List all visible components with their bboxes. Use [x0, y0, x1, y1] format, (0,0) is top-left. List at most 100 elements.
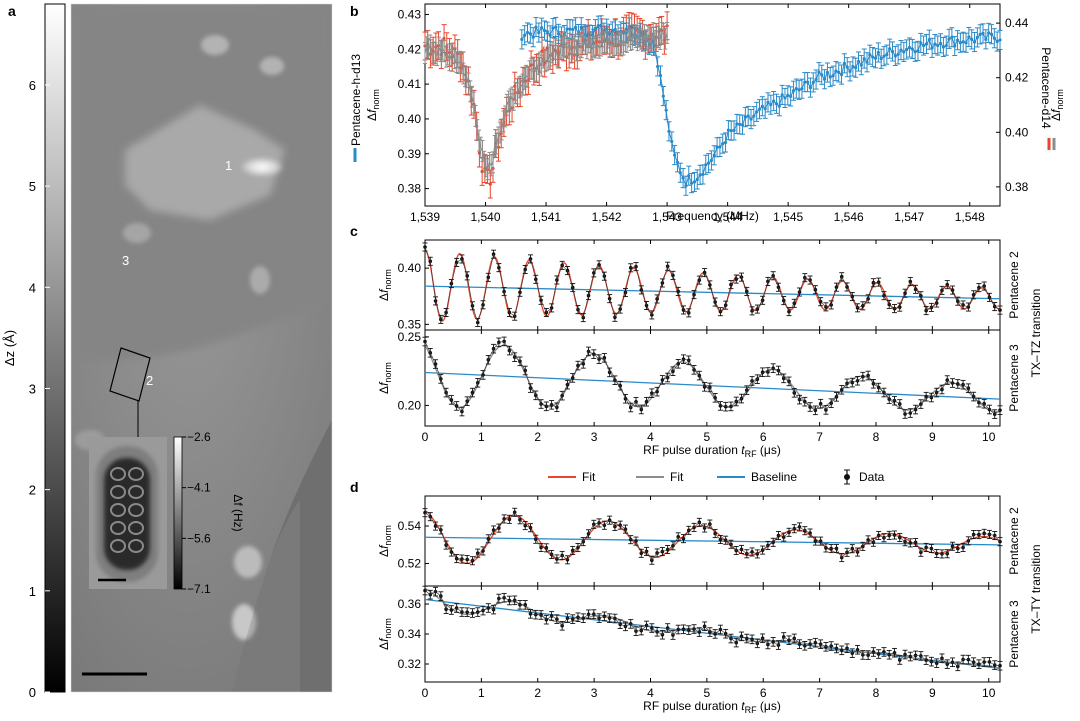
- x-tick-label: 2: [534, 430, 541, 444]
- inset-colorbar-ticks: −2.6 −4.1 −5.6 −7.1: [182, 430, 211, 596]
- height-colorbar-label: Δz (Å): [2, 330, 17, 366]
- ring-right: [128, 503, 144, 517]
- inset-colorbar: [173, 436, 183, 590]
- transition-label: TX–TY transition: [1029, 544, 1043, 633]
- marker-1: 1: [225, 158, 232, 173]
- x-tick-label: 1,540: [471, 210, 501, 224]
- y-tick-label: 0.40: [398, 261, 422, 275]
- x-tick-label: 3: [591, 686, 598, 700]
- y-axis-label: Δfnorm: [377, 269, 393, 301]
- y-tick-label: 0.35: [398, 317, 422, 331]
- subplot-series: [422, 336, 1003, 419]
- ring-left: [110, 521, 126, 535]
- x-tick-label: 6: [760, 686, 767, 700]
- ring-left: [110, 503, 126, 517]
- y-tick-label: 0.42: [398, 42, 422, 56]
- x-tick-label: 8: [873, 430, 880, 444]
- baseline-line: [424, 598, 1001, 669]
- molecule-rings: [110, 467, 144, 553]
- data-line: [424, 341, 1001, 415]
- data-line: [424, 590, 1001, 667]
- colorbar-tick-label: 2: [29, 483, 36, 498]
- inset-colorbar-tick-label: −5.6: [187, 531, 211, 545]
- subplot-name: Pentacene 3: [1007, 600, 1021, 668]
- marker-2: 2: [146, 373, 153, 388]
- subplot-frame: [424, 329, 1001, 427]
- subplot-name: Pentacene 2: [1007, 251, 1021, 319]
- colorbar-tick-label: 6: [29, 78, 36, 93]
- colorbar-tick-label: 1: [29, 584, 36, 599]
- x-tick-label: 0: [422, 686, 429, 700]
- y-tick-label-right: 0.44: [1005, 16, 1029, 30]
- y-tick-label-right: 0.38: [1005, 180, 1029, 194]
- marker-3: 3: [122, 253, 129, 268]
- y-tick-label: 0.40: [398, 112, 422, 126]
- data-line: [424, 511, 1001, 562]
- y-axis-label-right-text: Δfnorm: [1049, 89, 1065, 121]
- y-tick-label: 0.25: [398, 330, 422, 344]
- colorbar-tick-label: 0: [29, 685, 36, 700]
- afm-inset: −2.6 −4.1 −5.6 −7.1 Δf (Hz): [89, 430, 245, 596]
- data-point: [442, 36, 446, 41]
- x-tick-label: 1,546: [834, 210, 864, 224]
- y-axis-label: Δfnorm: [377, 362, 393, 394]
- x-tick-label: 2: [534, 686, 541, 700]
- x-tick-label: 7: [816, 686, 823, 700]
- colorbar-tick-label: 5: [29, 179, 36, 194]
- panel-letter-b: b: [350, 3, 359, 19]
- x-tick-label: 1,547: [894, 210, 924, 224]
- ring-left: [110, 467, 126, 481]
- ring-left: [110, 539, 126, 553]
- y-axis-label-right: Δfnorm: [1049, 89, 1065, 121]
- x-axis-label: Frequency (MHz): [666, 209, 759, 223]
- inset-colorbar-tick-label: −4.1: [187, 481, 211, 495]
- x-tick-label: 4: [647, 430, 654, 444]
- ring-right: [128, 467, 144, 481]
- x-tick-label: 5: [704, 430, 711, 444]
- data-point: [998, 663, 1002, 668]
- y-tick-label: 0.34: [398, 627, 422, 641]
- x-tick-label: 3: [591, 430, 598, 444]
- x-tick-label: 10: [982, 430, 996, 444]
- x-tick-label: 1,544: [713, 210, 743, 224]
- x-tick-label: 1,542: [592, 210, 622, 224]
- legend-swatch-dot: [844, 474, 850, 480]
- y-axis-label-left: Δfnorm: [365, 89, 381, 121]
- x-tick-label: 7: [816, 430, 823, 444]
- side-label-right: Pentacene-d14: [1039, 47, 1053, 129]
- x-tick-label: 1,541: [531, 210, 561, 224]
- x-tick-label: 1,548: [955, 210, 985, 224]
- y-tick-label: 0.52: [398, 557, 422, 571]
- x-tick-label: 1,539: [410, 210, 440, 224]
- x-tick-label: 6: [760, 430, 767, 444]
- y-tick-label: 0.20: [398, 398, 422, 412]
- panel-letter-d: d: [350, 479, 359, 495]
- y-tick-label: 0.32: [398, 657, 422, 671]
- subplot-name: Pentacene 3: [1007, 344, 1021, 412]
- plot-frame: [424, 3, 1001, 207]
- ring-right: [128, 521, 144, 535]
- x-tick-label: 5: [704, 686, 711, 700]
- height-colorbar: [44, 3, 66, 693]
- ring-right: [128, 539, 144, 553]
- data-point: [488, 182, 492, 186]
- legend-label: Baseline: [751, 470, 797, 484]
- baseline-line: [424, 536, 1001, 546]
- x-tick-label: 1,545: [773, 210, 803, 224]
- y-axis-label: Δfnorm: [377, 525, 393, 557]
- data-line: [424, 246, 1001, 324]
- y-tick-label: 0.36: [398, 597, 422, 611]
- x-tick-label: 9: [929, 430, 936, 444]
- x-tick-label: 8: [873, 686, 880, 700]
- ring-left: [110, 485, 126, 499]
- y-tick-label-right: 0.42: [1005, 71, 1029, 85]
- x-tick-label: 9: [929, 686, 936, 700]
- colorbar-tick-label: 3: [29, 381, 36, 396]
- y-tick-label: 0.54: [398, 519, 422, 533]
- legend-label: Data: [859, 470, 885, 484]
- y-tick-label: 0.38: [398, 182, 422, 196]
- x-tick-label: 1: [478, 430, 485, 444]
- colorbar-tick-label: 4: [29, 280, 36, 295]
- transition-label: TX–TZ transition: [1029, 289, 1043, 378]
